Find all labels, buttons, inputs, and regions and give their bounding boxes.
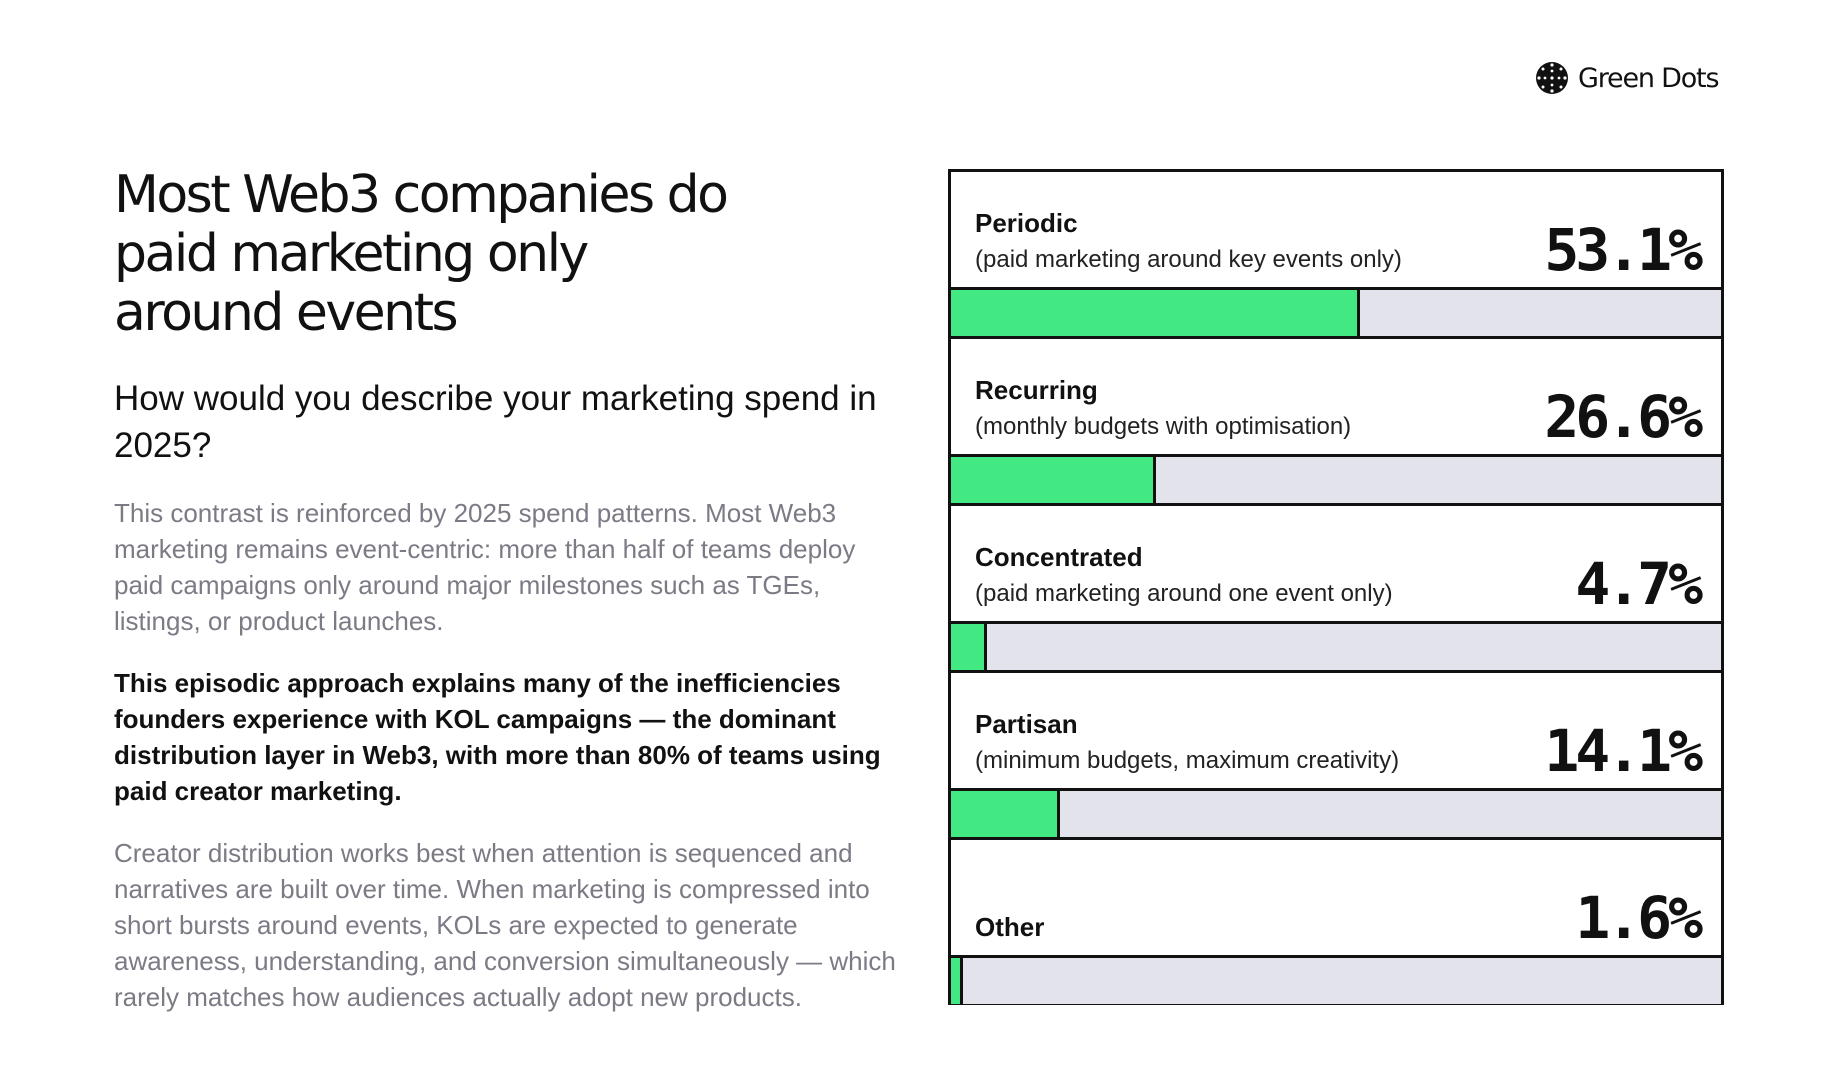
category-label: Concentrated <box>975 542 1143 572</box>
category-label: Other <box>975 912 1045 942</box>
chart-row: Periodic (paid marketing around key event… <box>951 172 1721 339</box>
chart-row: Other 1.6% <box>951 840 1721 1004</box>
brand-name: Green Dots <box>1578 62 1720 94</box>
survey-question: How would you describe your marketing sp… <box>114 379 877 465</box>
bar-fill <box>951 958 964 1004</box>
text-column: Most Web3 companies do paid marketing on… <box>114 166 904 1015</box>
bar-fill <box>951 791 1060 837</box>
category-description: (paid marketing around one event only) <box>975 580 1393 607</box>
paragraph-highlight: This episodic approach explains many of … <box>114 668 881 806</box>
category-label: Recurring <box>975 375 1098 405</box>
category-description: (paid marketing around key events only) <box>975 246 1402 273</box>
bar-track <box>951 454 1721 503</box>
globe-dots-icon <box>1536 62 1568 94</box>
bar-fill <box>951 290 1360 336</box>
bar-track <box>951 287 1721 336</box>
value-label: 14.1% <box>1544 717 1703 785</box>
category-description: (minimum budgets, maximum creativity) <box>975 747 1400 774</box>
bar-fill <box>951 624 988 670</box>
category-label: Partisan <box>975 709 1078 739</box>
category-label: Periodic <box>975 208 1078 238</box>
value-label: 53.1% <box>1544 216 1703 284</box>
bar-track <box>951 621 1721 670</box>
page-title: Most Web3 companies do paid marketing on… <box>114 165 729 343</box>
value-label: 4.7% <box>1575 550 1703 618</box>
value-label: 1.6% <box>1575 884 1703 952</box>
chart-row: Concentrated (paid marketing around one e… <box>951 506 1721 673</box>
value-label: 26.6% <box>1544 383 1703 451</box>
bar-fill <box>951 457 1156 503</box>
row-info: Other 1.6% <box>951 840 1721 955</box>
category-description: (monthly budgets with optimisation) <box>975 413 1352 440</box>
row-info: Concentrated (paid marketing around one e… <box>951 506 1721 621</box>
chart-row: Partisan (minimum budgets, maximum creati… <box>951 673 1721 840</box>
bar-track <box>951 788 1721 837</box>
bar-track <box>951 955 1721 1004</box>
brand-logo: Green Dots <box>1534 60 1720 96</box>
chart-row: Recurring (monthly budgets with optimisat… <box>951 339 1721 506</box>
row-info: Recurring (monthly budgets with optimisat… <box>951 339 1721 454</box>
row-info: Partisan (minimum budgets, maximum creati… <box>951 673 1721 788</box>
row-info: Periodic (paid marketing around key event… <box>951 172 1721 287</box>
paragraph-conclusion: Creator distribution works best when att… <box>114 838 896 1012</box>
paragraph-intro: This contrast is reinforced by 2025 spen… <box>114 498 856 636</box>
bar-chart: Periodic (paid marketing around key event… <box>948 169 1724 1005</box>
